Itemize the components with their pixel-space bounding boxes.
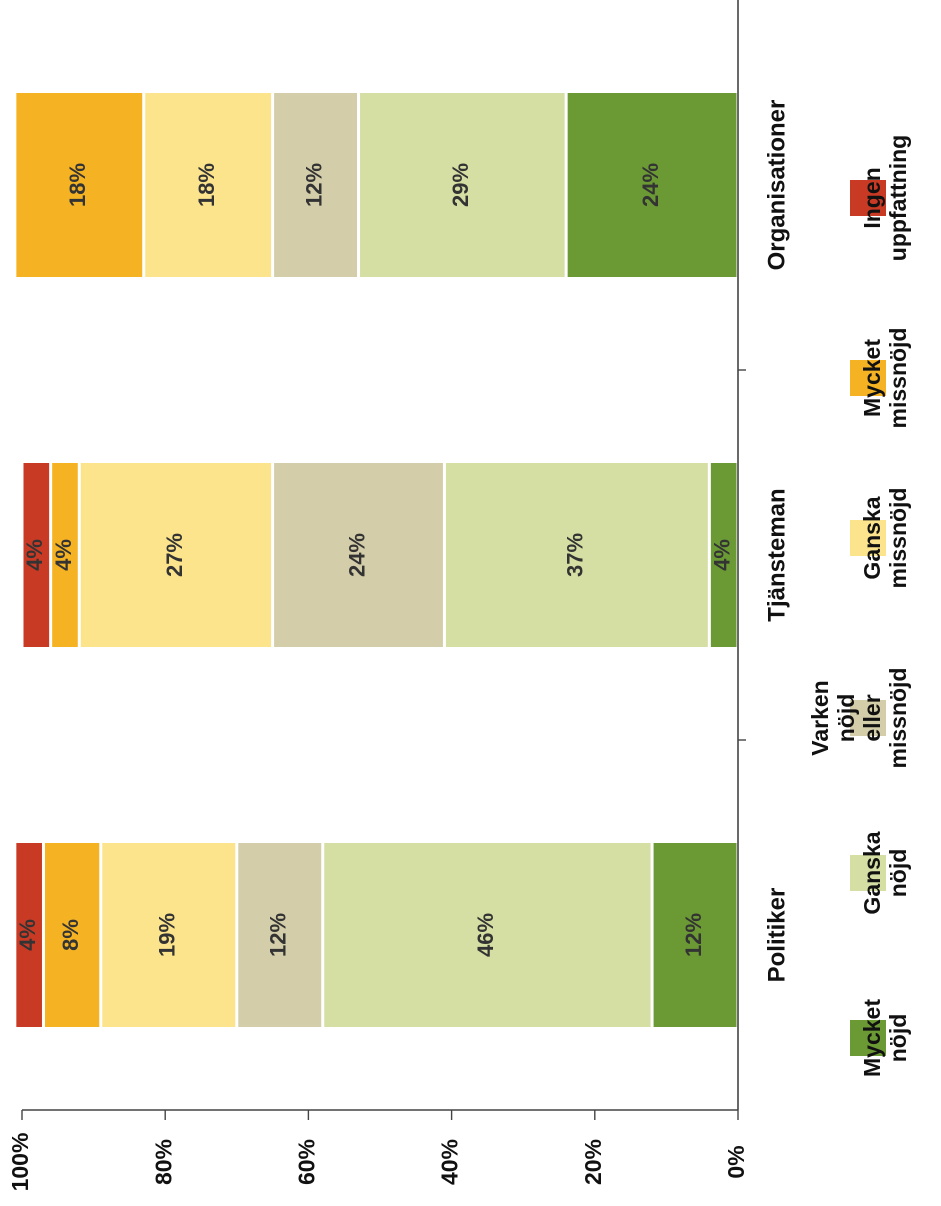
bar-segment	[145, 93, 272, 277]
bar-segment	[238, 843, 322, 1027]
category-label: Tjänsteman	[763, 488, 790, 621]
bar-segment	[710, 463, 737, 647]
legend-label-line: missnöjd	[885, 328, 911, 429]
bar-data-label: 12%	[681, 913, 706, 957]
bar-data-label: 37%	[563, 533, 588, 577]
legend-label-line: missnöjd	[885, 488, 911, 589]
bar-data-label: 12%	[266, 913, 291, 957]
bar-data-label: 24%	[344, 533, 369, 577]
legend-swatch	[850, 360, 886, 396]
bar-segment	[80, 463, 272, 647]
bar-data-label: 18%	[65, 163, 90, 207]
legend-swatch	[850, 180, 886, 216]
bar-segment	[274, 93, 358, 277]
legend-label-line: nöjd	[885, 1014, 911, 1063]
legend-swatch	[850, 700, 886, 736]
bar-segment	[324, 843, 651, 1027]
legend-label-line: uppfattning	[885, 135, 911, 261]
legend-label-line: Ganska	[859, 831, 885, 914]
legend-swatch	[850, 520, 886, 556]
bar-segment	[360, 93, 565, 277]
value-tick-label: 100%	[7, 1133, 33, 1192]
value-tick-label: 0%	[723, 1145, 749, 1178]
bar-data-label: 12%	[301, 163, 326, 207]
legend-label-line: missnöjd	[885, 668, 911, 769]
bar-data-label: 18%	[194, 163, 219, 207]
bar-data-label: 4%	[22, 539, 47, 571]
value-tick-label: 60%	[293, 1139, 319, 1185]
bar-data-label: 46%	[473, 913, 498, 957]
bar-data-label: 4%	[15, 919, 40, 951]
bar-data-label: 4%	[709, 539, 734, 571]
bar-data-label: 24%	[638, 163, 663, 207]
legend-label-line: nöjd	[833, 694, 859, 743]
bar-segment	[445, 463, 708, 647]
bar-segment	[16, 843, 42, 1027]
legend-swatch	[850, 855, 886, 891]
bar-data-label: 29%	[448, 163, 473, 207]
value-tick-label: 80%	[150, 1139, 176, 1185]
legend-label-line: Varken	[807, 680, 833, 755]
bar-segment	[23, 463, 50, 647]
plot-area: 0% 20% 40% 60% 80% 100% 12% 46% 12% 19% 8% 4% Politi…	[7, 0, 790, 1191]
legend-label-line: eller	[859, 694, 885, 741]
bar-data-label: 4%	[51, 539, 76, 571]
legend-swatch	[850, 1020, 886, 1056]
bar-segment	[567, 93, 737, 277]
legend-label-line: nöjd	[885, 849, 911, 898]
bar-data-label: 19%	[155, 913, 180, 957]
bar-segment	[274, 463, 443, 647]
bar-data-label: 8%	[58, 919, 83, 951]
value-tick-label: 40%	[437, 1139, 463, 1185]
bar-segment	[16, 93, 143, 277]
legend-label-line: Mycket	[859, 999, 885, 1077]
bar-segment	[44, 843, 100, 1027]
legend-label-line: Mycket	[859, 339, 885, 417]
bar-data-label: 27%	[162, 533, 187, 577]
legend-label-line: Ganska	[859, 496, 885, 579]
category-label: Politiker	[763, 888, 790, 983]
bar-segment	[52, 463, 78, 647]
category-label: Organisationer	[763, 100, 790, 271]
bar-segment	[653, 843, 737, 1027]
value-tick-label: 20%	[580, 1139, 606, 1185]
bar-segment	[102, 843, 236, 1027]
legend-label-line: Ingen	[859, 167, 885, 228]
